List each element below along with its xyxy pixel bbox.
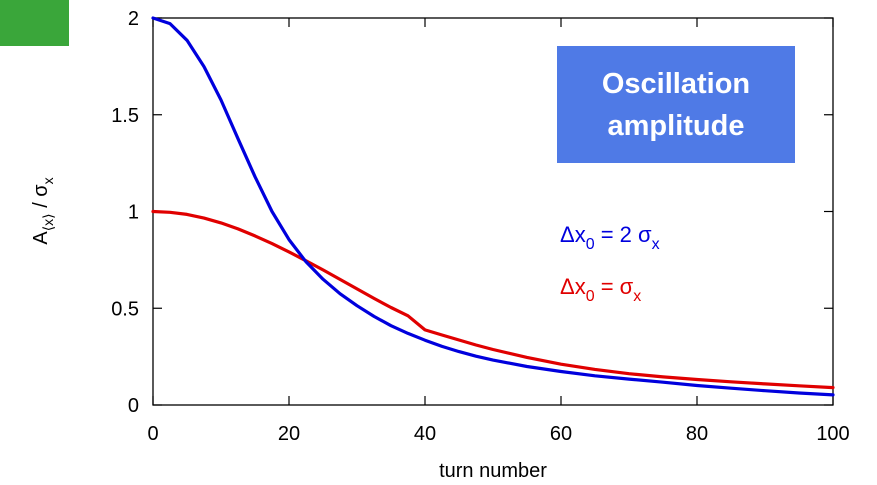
- legend-blue-sub-a: 0: [586, 236, 595, 253]
- series-lines: [151, 16, 835, 397]
- legend-red-a: Δx: [560, 274, 586, 299]
- series-line-blue: [151, 16, 835, 397]
- x-axis-title: turn number: [439, 460, 547, 482]
- chart-title-box: Oscillation amplitude: [557, 46, 795, 163]
- x-tick-label: 100: [816, 423, 849, 445]
- corner-tab: [0, 0, 69, 46]
- y-axis-title-sub: ⟨x⟩: [40, 213, 56, 231]
- legend-red-sub-b: x: [633, 288, 641, 305]
- x-tick-label: 0: [147, 423, 158, 445]
- legend-blue-b: = 2 σ: [595, 222, 652, 247]
- x-tick-label: 80: [686, 423, 708, 445]
- y-tick-label: 2: [128, 8, 139, 30]
- legend-blue-a: Δx: [560, 222, 586, 247]
- legend-red-sub-a: 0: [586, 288, 595, 305]
- x-tick-label: 40: [414, 423, 436, 445]
- y-tick-label: 0: [128, 395, 139, 417]
- y-tick-label: 1: [128, 202, 139, 224]
- series-line-red: [151, 209, 835, 390]
- chart-title: Oscillation amplitude: [601, 67, 751, 142]
- legend-entry-red: Δx0 = σx: [560, 274, 641, 305]
- y-axis-title: A⟨x⟩ / σx: [30, 177, 56, 244]
- y-tick-label: 0.5: [111, 298, 139, 320]
- legend-entry-blue: Δx0 = 2 σx: [560, 222, 660, 253]
- y-axis-title-main: A: [30, 231, 52, 245]
- legend-red-b: = σ: [595, 274, 634, 299]
- y-axis-title-sub2: x: [40, 177, 56, 184]
- x-tick-label: 60: [550, 423, 572, 445]
- x-tick-label: 20: [278, 423, 300, 445]
- y-axis-title-mid: / σ: [30, 184, 52, 214]
- tick-labels: 0 20 40 60 80 100 0 0.5 1 1.5 2: [111, 8, 850, 445]
- legend-blue-sub-b: x: [652, 236, 660, 253]
- y-tick-label: 1.5: [111, 105, 139, 127]
